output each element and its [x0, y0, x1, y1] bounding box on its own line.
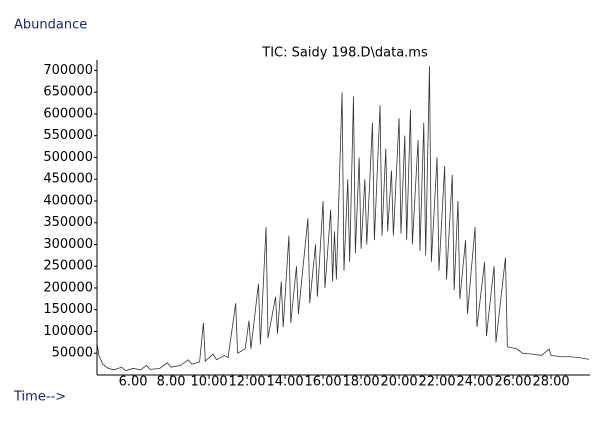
- y-tick-label: 150000: [43, 302, 93, 317]
- chart-title: TIC: Saidy 198.D\data.ms: [261, 46, 428, 61]
- y-tick-label: 550000: [43, 128, 93, 143]
- x-tick-label: 16.00: [304, 375, 341, 390]
- y-axis-label: Abundance: [14, 18, 87, 33]
- y-tick-label: 400000: [43, 193, 93, 208]
- y-tick-label: 100000: [43, 324, 93, 339]
- y-tick-label: 650000: [43, 85, 93, 100]
- y-tick-label: 700000: [43, 63, 93, 78]
- y-tick-label: 250000: [43, 259, 93, 274]
- x-tick-label: 12.00: [228, 375, 265, 390]
- x-tick-label: 18.00: [342, 375, 379, 390]
- y-tick-label: 600000: [43, 106, 93, 121]
- x-tick-label: 22.00: [418, 375, 455, 390]
- y-tick-label: 200000: [43, 280, 93, 295]
- x-tick-label: 20.00: [380, 375, 417, 390]
- x-tick-label: 14.00: [266, 375, 303, 390]
- y-tick-label: 50000: [52, 346, 93, 361]
- y-tick-label: 450000: [43, 172, 93, 187]
- x-tick-label: 26.00: [494, 375, 531, 390]
- y-tick-label: 350000: [43, 215, 93, 230]
- tic-trace: [96, 66, 590, 372]
- x-tick-label: 8.00: [157, 375, 186, 390]
- x-axis-label: Time-->: [13, 390, 66, 405]
- x-tick-label: 10.00: [190, 375, 227, 390]
- x-tick-label: 24.00: [456, 375, 493, 390]
- x-tick-label: 28.00: [532, 375, 569, 390]
- y-tick-label: 300000: [43, 237, 93, 252]
- x-tick-label: 6.00: [119, 375, 148, 390]
- y-tick-label: 500000: [43, 150, 93, 165]
